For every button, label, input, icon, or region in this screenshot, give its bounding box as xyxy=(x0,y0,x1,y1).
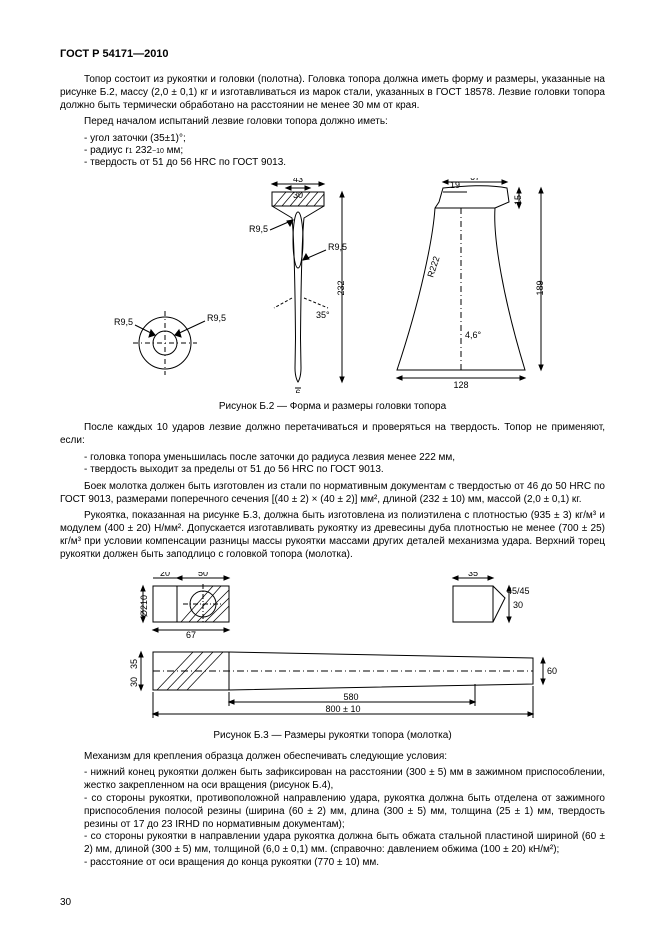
list-item: - радиус r1 232−10 мм; xyxy=(84,145,605,156)
list-item: - твердость от 51 до 56 HRC по ГОСТ 9013… xyxy=(84,157,605,168)
para-2: Перед началом испытаний лезвие головки т… xyxy=(60,116,605,129)
list-item: - расстояние от оси вращения до конца ру… xyxy=(84,857,379,868)
list-1: - угол заточки (35±1)°; - радиус r1 232−… xyxy=(60,133,605,168)
list-2: - головка топора уменьшилась после заточ… xyxy=(60,452,605,475)
list-item: - со стороны рукоятки, противоположной н… xyxy=(84,793,605,830)
svg-text:R9,5: R9,5 xyxy=(328,242,347,252)
svg-text:15: 15 xyxy=(513,195,523,205)
svg-text:35: 35 xyxy=(467,572,477,578)
svg-text:30: 30 xyxy=(292,190,302,200)
svg-text:60: 60 xyxy=(547,666,557,676)
para-6: Механизм для крепления образца должен об… xyxy=(60,751,605,764)
doc-header: ГОСТ Р 54171—2010 xyxy=(60,48,605,60)
svg-text:189: 189 xyxy=(535,281,545,296)
svg-text:Ø210: Ø210 xyxy=(139,595,149,617)
svg-text:R9,5: R9,5 xyxy=(248,224,267,234)
svg-text:50: 50 xyxy=(197,572,207,578)
svg-text:580: 580 xyxy=(343,692,358,702)
para-3: После каждых 10 ударов лезвие должно пер… xyxy=(60,422,605,448)
list-3: - нижний конец рукоятки должен быть зафи… xyxy=(60,767,605,869)
svg-text:30: 30 xyxy=(513,600,523,610)
list-item: - головка топора уменьшилась после заточ… xyxy=(84,452,605,463)
svg-text:67: 67 xyxy=(469,178,479,182)
svg-text:35°: 35° xyxy=(316,310,330,320)
svg-text:128: 128 xyxy=(453,380,468,390)
figure-b3: 50 20 67 Ø210 35 xyxy=(60,572,605,722)
svg-text:6: 6 xyxy=(295,388,300,393)
svg-text:232: 232 xyxy=(336,281,346,296)
svg-text:4,6°: 4,6° xyxy=(465,330,482,340)
figure-b3-caption: Рисунок Б.3 — Размеры рукоятки топора (м… xyxy=(60,730,605,741)
list-item: - угол заточки (35±1)°; xyxy=(84,133,605,144)
list-item: - со стороны рукоятки в направлении удар… xyxy=(84,831,605,855)
para-4: Боек молотка должен быть изготовлен из с… xyxy=(60,481,605,507)
list-item: - нижний конец рукоятки должен быть зафи… xyxy=(84,767,605,791)
svg-text:R9,5: R9,5 xyxy=(113,317,132,327)
figure-b2: R9,5 R9,5 43 xyxy=(60,178,605,393)
list-item: - твердость выходит за пределы от 51 до … xyxy=(84,464,605,475)
svg-text:35: 35 xyxy=(129,659,139,669)
page-number: 30 xyxy=(60,897,71,908)
svg-text:19: 19 xyxy=(449,180,459,190)
svg-text:67: 67 xyxy=(185,630,195,640)
para-1: Топор состоит из рукоятки и головки (пол… xyxy=(60,74,605,112)
figure-b2-caption: Рисунок Б.2 — Форма и размеры головки то… xyxy=(60,401,605,412)
svg-text:30: 30 xyxy=(129,677,139,687)
svg-text:43: 43 xyxy=(292,178,302,184)
svg-text:R9,5: R9,5 xyxy=(207,313,226,323)
para-5: Рукоятка, показанная на рисунке Б.3, дол… xyxy=(60,510,605,561)
svg-text:800 ± 10: 800 ± 10 xyxy=(325,704,360,714)
svg-text:20: 20 xyxy=(159,572,169,578)
